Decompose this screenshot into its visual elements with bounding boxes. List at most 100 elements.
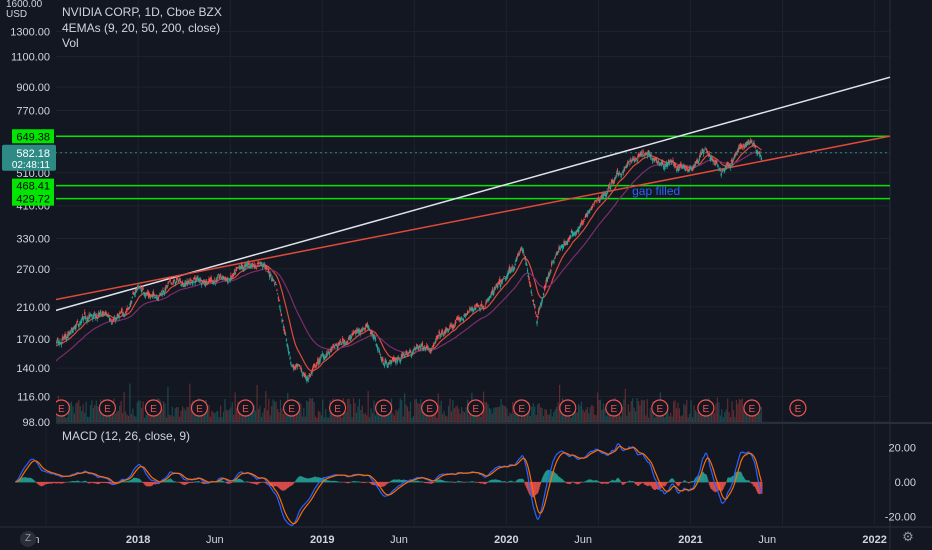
- macd-histogram-bar: [478, 481, 480, 483]
- candle-body: [204, 283, 207, 287]
- volume-bar: [585, 409, 587, 422]
- candle-body: [309, 375, 311, 377]
- candle-body: [325, 355, 327, 358]
- macd-histogram-bar: [713, 481, 715, 492]
- volume-bar: [649, 407, 651, 422]
- macd-histogram-bar: [249, 481, 252, 484]
- candle-body: [92, 316, 94, 320]
- volume-bar: [741, 398, 743, 422]
- candle-body: [402, 353, 405, 355]
- volume-indicator-label[interactable]: Vol: [62, 36, 79, 50]
- candle-body: [287, 350, 290, 353]
- macd-histogram-bar: [664, 481, 667, 486]
- timezone-button[interactable]: Z: [20, 531, 36, 547]
- symbol-title[interactable]: NVIDIA CORP, 1D, Cboe BZX: [62, 5, 222, 19]
- volume-bar: [117, 410, 119, 422]
- candle-body: [749, 143, 751, 144]
- macd-histogram-bar: [603, 481, 605, 484]
- candle-body: [339, 341, 342, 343]
- macd-histogram-bar: [232, 481, 234, 483]
- volume-bar: [224, 399, 226, 422]
- volume-bar: [651, 411, 653, 422]
- macd-histogram-bar: [175, 481, 177, 483]
- macd-histogram-bar: [182, 481, 184, 485]
- volume-bar: [259, 405, 261, 422]
- candle-body: [681, 167, 684, 169]
- volume-bar: [162, 401, 165, 422]
- macd-histogram-bar: [345, 481, 347, 483]
- candle-body: [388, 362, 391, 365]
- macd-histogram-bar: [645, 481, 648, 486]
- macd-histogram-bar: [313, 476, 315, 483]
- macd-histogram-bar: [749, 481, 751, 483]
- candle-body: [113, 318, 115, 321]
- macd-histogram-bar: [290, 481, 292, 486]
- macd-histogram-bar: [221, 480, 223, 483]
- macd-histogram-bar: [635, 481, 637, 485]
- candle-body: [695, 162, 698, 164]
- volume-bar: [537, 404, 539, 422]
- candle-body: [756, 151, 758, 154]
- candle-body: [640, 152, 643, 156]
- candle-body: [662, 161, 664, 165]
- candle-body: [133, 294, 136, 296]
- candle-body: [328, 353, 331, 355]
- volume-bar: [668, 416, 670, 422]
- volume-bar: [591, 404, 593, 422]
- volume-bar: [164, 403, 166, 422]
- time-tick-label: Jun: [574, 534, 592, 546]
- candle-body: [127, 308, 129, 310]
- macd-histogram-bar: [697, 476, 699, 483]
- volume-bar: [307, 401, 309, 422]
- macd-histogram-bar: [648, 481, 650, 486]
- candle-body: [352, 331, 355, 333]
- candle-body: [350, 336, 352, 339]
- gear-icon[interactable]: ⚙: [902, 529, 914, 544]
- macd-histogram-bar: [674, 481, 676, 483]
- candle-body: [449, 325, 451, 327]
- signal-line: [15, 445, 762, 525]
- candle-body: [567, 240, 569, 243]
- volume-bar: [181, 406, 184, 422]
- candle-body: [106, 314, 109, 317]
- candle-body: [143, 293, 146, 296]
- candle-body: [511, 266, 513, 269]
- ema-indicator-label[interactable]: 4EMAs (9, 20, 50, 200, close): [62, 21, 221, 35]
- volume-bar: [421, 406, 423, 422]
- candle-body: [315, 364, 318, 367]
- macd-histogram-bar: [166, 479, 168, 483]
- candle-body: [471, 307, 473, 309]
- macd-histogram-bar: [686, 481, 688, 483]
- candle-body: [704, 148, 706, 149]
- macd-histogram-bar: [279, 481, 281, 489]
- macd-histogram-bar: [398, 479, 401, 483]
- macd-histogram-bar: [501, 481, 504, 483]
- candle-body: [686, 168, 689, 170]
- macd-histogram-bar: [585, 480, 587, 483]
- volume-bar: [373, 400, 375, 422]
- macd-histogram-bar: [501, 481, 503, 483]
- macd-histogram-bar: [363, 481, 365, 483]
- macd-histogram-bar: [542, 475, 545, 483]
- macd-histogram-bar: [706, 476, 708, 483]
- macd-histogram-bar: [535, 481, 537, 495]
- macd-histogram-bar: [237, 478, 239, 483]
- macd-histogram-bar: [283, 481, 285, 491]
- macd-histogram-bar: [503, 481, 505, 483]
- price-tick-label: 1300.00: [10, 26, 50, 38]
- macd-histogram-bar: [268, 481, 270, 486]
- macd-histogram-bar: [526, 481, 528, 489]
- candle-body: [494, 287, 497, 289]
- candle-body: [360, 330, 363, 332]
- macd-histogram-bar: [685, 481, 687, 483]
- candle-body: [738, 147, 740, 150]
- macd-histogram-bar: [729, 477, 732, 483]
- candle-body: [409, 350, 411, 353]
- macd-histogram-bar: [83, 481, 85, 483]
- candle-body: [352, 332, 354, 334]
- candle-body: [173, 280, 175, 282]
- volume-bar: [408, 411, 410, 422]
- volume-bar: [170, 415, 172, 422]
- volume-bar: [195, 414, 197, 422]
